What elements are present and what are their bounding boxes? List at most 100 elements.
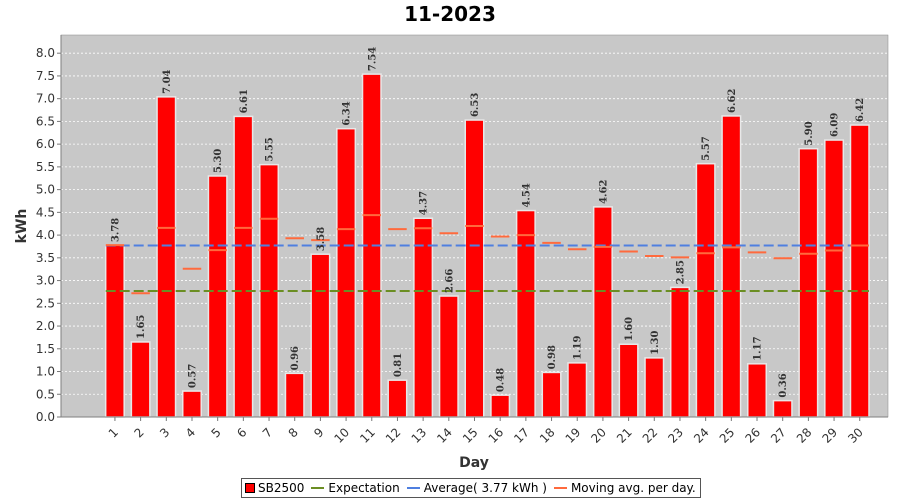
- bar: [490, 394, 511, 418]
- y-tick-label: 7.5: [36, 69, 55, 83]
- y-tick-label: 0.0: [36, 410, 55, 424]
- data-label: 5.90: [804, 121, 815, 145]
- x-tick-label: 7: [260, 425, 275, 440]
- data-label: 0.57: [187, 364, 198, 388]
- x-tick-label: 6: [234, 425, 249, 440]
- bar: [644, 357, 665, 418]
- bar: [567, 362, 588, 418]
- data-label: 4.62: [598, 180, 609, 204]
- bar: [849, 124, 870, 418]
- data-label: 6.53: [470, 93, 481, 117]
- x-tick-label: 22: [640, 425, 661, 446]
- x-tick-label: 5: [208, 425, 223, 440]
- legend-item-expectation: Expectation: [311, 481, 400, 495]
- data-label: 0.96: [290, 346, 301, 370]
- bar: [413, 217, 434, 418]
- bar: [592, 206, 613, 418]
- bar: [669, 286, 690, 418]
- y-tick-label: 4.5: [36, 205, 55, 219]
- legend-label-average: Average( 3.77 kWh ): [423, 481, 547, 495]
- legend-swatch-expectation: [311, 487, 325, 489]
- legend-swatch-moving-average: [553, 487, 567, 489]
- bar: [104, 244, 125, 418]
- x-axis-label: Day: [459, 455, 489, 471]
- bar: [464, 119, 485, 418]
- data-label: 3.78: [110, 218, 121, 242]
- axes: 0.0 0.5 1.0 1.5 2.0 2.5 3.0 3.5 4.0 4.5 5.0 5.5 6.0 6…: [36, 34, 889, 446]
- bar: [772, 399, 793, 418]
- bar: [798, 147, 819, 418]
- data-label: 4.37: [419, 191, 430, 215]
- reference-lines: [105, 214, 869, 295]
- y-axis-label: kWh: [14, 209, 30, 244]
- y-tick-label: 6.5: [36, 114, 55, 128]
- x-tick-label: 1: [106, 425, 121, 440]
- data-label: 5.30: [213, 149, 224, 173]
- y-tick-label: 2.0: [36, 319, 55, 333]
- data-label: 5.55: [265, 137, 276, 161]
- x-tick-label: 8: [286, 425, 301, 440]
- data-label: 0.98: [547, 345, 558, 369]
- y-tick-label: 5.5: [36, 160, 55, 174]
- data-label: 0.81: [393, 353, 404, 377]
- legend: SB2500 Expectation Average( 3.77 kWh ) M…: [241, 478, 701, 498]
- bar: [336, 127, 357, 418]
- x-tick-label: 4: [183, 425, 198, 440]
- bar: [747, 363, 768, 418]
- x-tick-label: 17: [511, 425, 532, 446]
- legend-label-moving-average: Moving avg. per day.: [570, 481, 696, 495]
- x-tick-label: 3: [157, 425, 172, 440]
- legend-swatch-sb2500: [245, 483, 255, 493]
- data-label: 1.17: [753, 336, 764, 360]
- data-label: 2.85: [675, 260, 686, 284]
- data-label: 1.19: [573, 335, 584, 359]
- data-label: 6.61: [239, 89, 250, 113]
- bar: [721, 115, 742, 418]
- y-tick-label: 3.5: [36, 251, 55, 265]
- x-tick-label: 11: [357, 425, 378, 446]
- y-tick-label: 1.5: [36, 342, 55, 356]
- data-label: 5.57: [701, 136, 712, 160]
- x-tick-label: 23: [665, 425, 686, 446]
- y-tick-label: 8.0: [36, 46, 55, 60]
- data-label: 6.62: [727, 89, 738, 113]
- y-tick-label: 4.0: [36, 228, 55, 242]
- data-label: 7.54: [367, 47, 378, 71]
- x-tick-label: 29: [819, 425, 840, 446]
- data-label: 1.65: [136, 315, 147, 339]
- x-tick-label: 26: [742, 425, 763, 446]
- bar: [181, 390, 202, 418]
- data-label: 6.42: [855, 98, 866, 122]
- bar: [618, 343, 639, 418]
- bars: [104, 73, 870, 418]
- y-tick-label: 5.0: [36, 183, 55, 197]
- x-tick-label: 24: [691, 425, 712, 446]
- legend-label-expectation: Expectation: [328, 481, 400, 495]
- bar: [515, 209, 536, 418]
- x-tick-label: 27: [768, 425, 789, 446]
- bar: [233, 115, 254, 418]
- legend-item-sb2500: SB2500: [245, 481, 304, 495]
- x-tick-label: 28: [794, 425, 815, 446]
- bar: [284, 372, 305, 418]
- data-label: 0.48: [496, 368, 507, 392]
- y-tick-label: 1.0: [36, 365, 55, 379]
- y-tick-label: 2.5: [36, 296, 55, 310]
- bar: [156, 96, 177, 418]
- x-tick-label: 16: [486, 425, 507, 446]
- chart-title: 11-2023: [404, 2, 496, 26]
- x-tick-label: 30: [845, 425, 866, 446]
- x-tick-label: 15: [460, 425, 481, 446]
- bar: [387, 379, 408, 418]
- data-label: 6.34: [342, 101, 353, 125]
- data-label: 4.54: [521, 183, 532, 207]
- y-tick-label: 3.0: [36, 274, 55, 288]
- plot-border: [60, 34, 889, 418]
- legend-swatch-average: [406, 487, 420, 489]
- data-label: 0.36: [778, 373, 789, 397]
- y-tick-label: 6.0: [36, 137, 55, 151]
- y-tick-label: 0.5: [36, 387, 55, 401]
- bar: [438, 295, 459, 418]
- data-label: 2.66: [444, 269, 455, 293]
- x-tick-label: 19: [563, 425, 584, 446]
